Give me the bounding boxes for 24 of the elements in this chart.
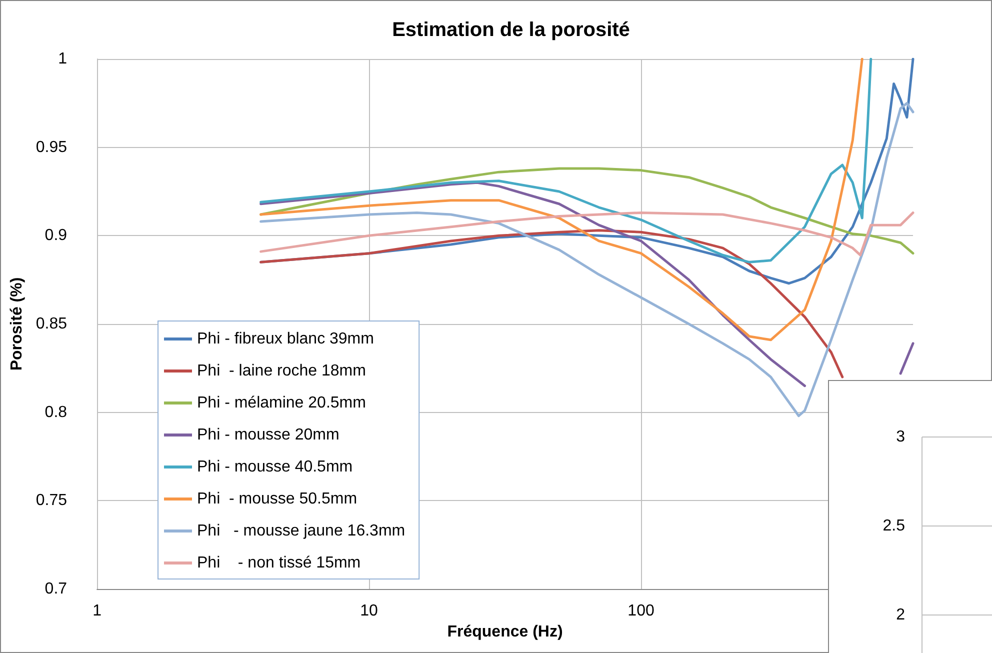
legend-label: Phi - laine roche 18mm	[197, 362, 366, 380]
y-tick-label: 0.9	[44, 227, 68, 244]
legend-label: Phi - non tissé 15mm	[197, 554, 361, 572]
annotation: 3	[896, 428, 906, 446]
y-tick-label: 0.7	[44, 580, 68, 598]
legend-label: Phi - mélamine 20.5mm	[197, 394, 366, 412]
legend-label: Phi - mousse jaune 16.3mm	[197, 522, 406, 540]
x-tick-label: 10	[360, 602, 378, 620]
chart-title: Estimation de la porosité	[392, 19, 630, 41]
y-axis-title: Porosité (%)	[8, 277, 26, 371]
y-tick-label: 0.85	[36, 316, 68, 332]
legend-label: Phi - mousse 20mm	[197, 426, 340, 444]
annotation: 2.5	[882, 518, 906, 534]
y-tick-label: 0.8	[44, 404, 68, 421]
x-axis-title: Fréquence (Hz)	[447, 623, 563, 640]
legend-label: Phi - mousse 40.5mm	[197, 458, 353, 476]
text: 2	[896, 606, 906, 624]
legend-label: Phi - fibreux blanc 39mm	[197, 330, 374, 348]
y-tick-label: 0.75	[36, 492, 68, 510]
x-tick-label: 1	[92, 602, 102, 620]
y-tick-label: 1	[58, 50, 68, 68]
x-tick-label: 100	[628, 602, 654, 620]
legend-label: Phi - mousse 50.5mm	[197, 490, 358, 508]
y-tick-label: 0.95	[36, 138, 68, 156]
